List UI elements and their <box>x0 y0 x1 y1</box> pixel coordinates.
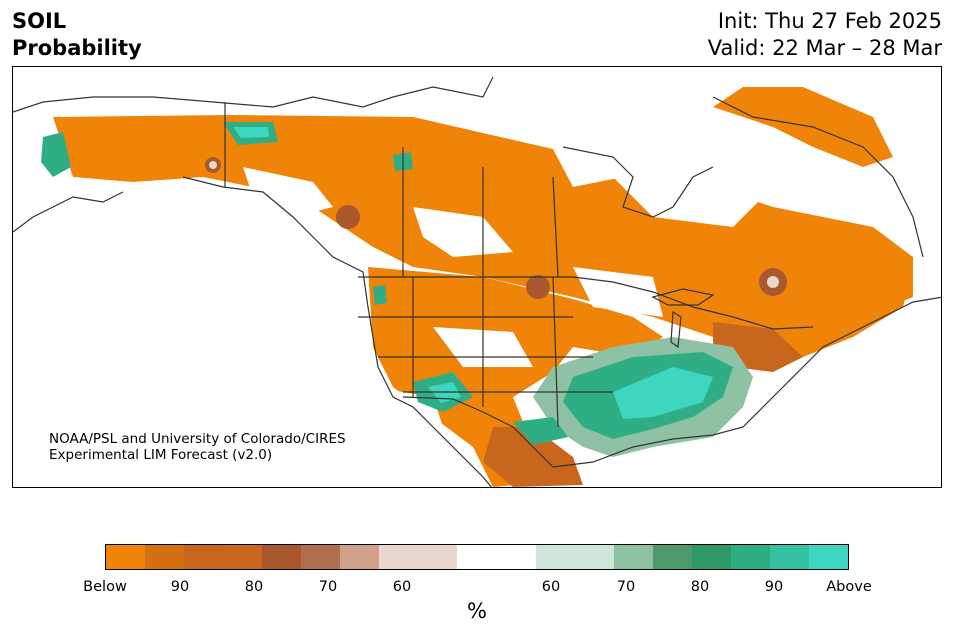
colorbar-segment <box>535 545 614 569</box>
political-boundaries <box>13 76 941 487</box>
colorbar-tick-label: 80 <box>244 579 264 595</box>
border-us-mexico <box>402 396 554 468</box>
colorbar-tick-label: 60 <box>541 579 561 595</box>
valid-range: Valid: 22 Mar – 28 Mar <box>707 36 942 60</box>
colorbar-tick-label: Below <box>83 579 127 595</box>
title-type: Probability <box>12 36 142 60</box>
colorbar-tick-label: 70 <box>318 579 338 595</box>
colorbar-tick-label: 90 <box>170 579 190 595</box>
field-near-texas <box>483 427 583 487</box>
credit-line-2: Experimental LIM Forecast (v2.0) <box>49 447 273 463</box>
field-normal-1 <box>243 167 333 217</box>
colorbar-segment <box>184 545 224 569</box>
lake-superior <box>651 288 715 306</box>
lake-michigan <box>670 310 682 349</box>
field-below-brown-1 <box>336 205 360 229</box>
field-near-dot-3 <box>767 276 779 288</box>
colorbar-segment <box>613 545 653 569</box>
field-near-dot-4 <box>209 161 217 169</box>
colorbar-segment <box>145 545 185 569</box>
coastline-hudson <box>562 146 714 218</box>
coastline-labrador <box>712 96 924 258</box>
credit-text: NOAA/PSL and University of Colorado/CIRE… <box>49 431 346 463</box>
field-above-southeast-strong <box>613 367 713 419</box>
colorbar-segment <box>106 545 146 569</box>
field-normal-3 <box>413 207 513 257</box>
map-canvas <box>13 76 941 487</box>
colorbar-segment <box>301 545 341 569</box>
colorbar-tick-label: 90 <box>764 579 784 595</box>
colorbar-segment <box>340 545 380 569</box>
colorbar-segment <box>730 545 770 569</box>
colorbar-segment <box>691 545 731 569</box>
colorbar-segment <box>223 545 263 569</box>
colorbar-segment <box>262 545 302 569</box>
colorbar-segment <box>379 545 458 569</box>
colorbar-tick-label: 60 <box>392 579 412 595</box>
field-below-labrador <box>713 87 893 167</box>
colorbar-tick-label: 80 <box>690 579 710 595</box>
title-variable: SOIL <box>12 9 67 33</box>
border-province-3 <box>552 176 559 278</box>
coastline-pacific <box>182 176 493 487</box>
field-above-alaska <box>41 132 71 177</box>
colorbar-unit: % <box>467 599 487 623</box>
border-state-3 <box>552 276 559 428</box>
colorbar-segment <box>808 545 848 569</box>
colorbar-segment <box>457 545 536 569</box>
coastline-aleutian <box>13 191 124 233</box>
probability-field <box>33 87 913 487</box>
coastline-gulf <box>552 296 941 468</box>
colorbar-segment <box>769 545 809 569</box>
map-panel <box>12 66 942 488</box>
field-below-west <box>368 267 663 487</box>
colorbar-tick-label: Above <box>826 579 872 595</box>
coastline-alaska <box>13 76 494 113</box>
border-us-canada <box>358 276 814 330</box>
init-date: Init: Thu 27 Feb 2025 <box>717 9 942 33</box>
credit-line-1: NOAA/PSL and University of Colorado/CIRE… <box>49 431 346 447</box>
field-above-south-texas <box>513 417 568 445</box>
colorbar-tick-label: 70 <box>616 579 636 595</box>
field-above-bc <box>373 285 387 305</box>
colorbar-segment <box>652 545 692 569</box>
field-above-yukon-core <box>233 127 269 138</box>
colorbar <box>105 544 849 570</box>
field-below-brown-2 <box>526 275 550 299</box>
figure-dates: Init: Thu 27 Feb 2025 Valid: 22 Mar – 28… <box>708 8 942 62</box>
figure-title: SOIL Probability <box>12 8 142 62</box>
field-below-east <box>713 177 913 367</box>
field-normal-2 <box>613 147 773 227</box>
